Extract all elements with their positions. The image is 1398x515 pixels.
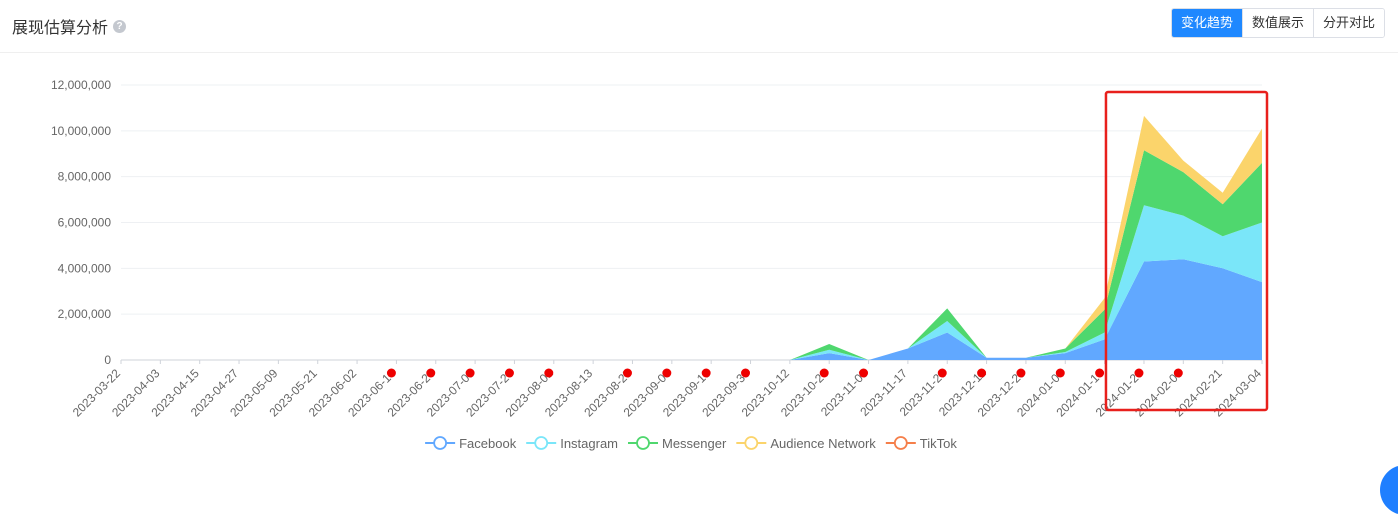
view-tabs: 变化趋势 数值展示 分开对比 [1170, 8, 1385, 38]
missing-data-marker [622, 368, 632, 378]
missing-data-marker [1055, 368, 1065, 378]
y-tick-label: 10,000,000 [51, 124, 111, 138]
legend-marker-messenger [636, 436, 650, 450]
missing-data-marker [1134, 368, 1144, 378]
area-series-instagram [121, 205, 1262, 360]
area-series-audience-network [121, 115, 1262, 361]
page-title: 展现估算分析 ? [12, 14, 127, 38]
missing-data-marker [937, 368, 947, 378]
page-title-text: 展现估算分析 [12, 20, 109, 37]
legend-marker-tiktok [893, 436, 908, 450]
legend-label-audience-network: Audience Network [770, 436, 876, 451]
area-series-facebook [121, 259, 1262, 360]
stacked-area-chart: 0 2,000,000 4,000,000 6,000,000 8,000,000 10,… [51, 78, 1269, 451]
missing-data-marker [1095, 368, 1105, 378]
tab-compare[interactable]: 分开对比 [1312, 9, 1384, 37]
legend-label-tiktok: TikTok [920, 436, 958, 451]
missing-data-marker [426, 368, 436, 378]
missing-data-marker [662, 368, 672, 378]
y-tick-label: 2,000,000 [58, 307, 112, 321]
legend-marker-audience-network [744, 436, 759, 450]
missing-data-marker [977, 368, 987, 378]
missing-data-marker [819, 368, 829, 378]
y-tick-label: 12,000,000 [51, 78, 111, 92]
question-circle-icon[interactable]: ? [113, 19, 127, 33]
y-tick-label: 6,000,000 [58, 216, 112, 230]
legend-marker-facebook [433, 436, 448, 450]
missing-data-marker [544, 368, 554, 378]
highlight-box [1104, 90, 1269, 412]
area-series-messenger [121, 150, 1262, 360]
missing-data-marker [465, 368, 475, 378]
missing-data-marker [504, 368, 514, 378]
missing-data-marker [1016, 368, 1026, 378]
tab-values[interactable]: 数值展示 [1241, 9, 1313, 37]
missing-data-marker [741, 368, 751, 378]
legend-label-facebook: Facebook [459, 436, 517, 451]
legend-marker-instagram [534, 436, 549, 450]
header: 展现估算分析 ? 变化趋势 数值展示 分开对比 [0, 0, 1398, 53]
legend-label-messenger: Messenger [662, 436, 727, 451]
y-tick-label: 4,000,000 [58, 261, 112, 275]
missing-data-marker [1173, 368, 1183, 378]
y-tick-label: 8,000,000 [58, 170, 112, 184]
y-tick-label: 0 [104, 353, 111, 367]
missing-data-marker [859, 368, 869, 378]
missing-data-marker [701, 368, 711, 378]
missing-data-marker [386, 368, 396, 378]
legend-label-instagram: Instagram [560, 436, 618, 451]
tab-trend[interactable]: 变化趋势 [1171, 9, 1242, 37]
